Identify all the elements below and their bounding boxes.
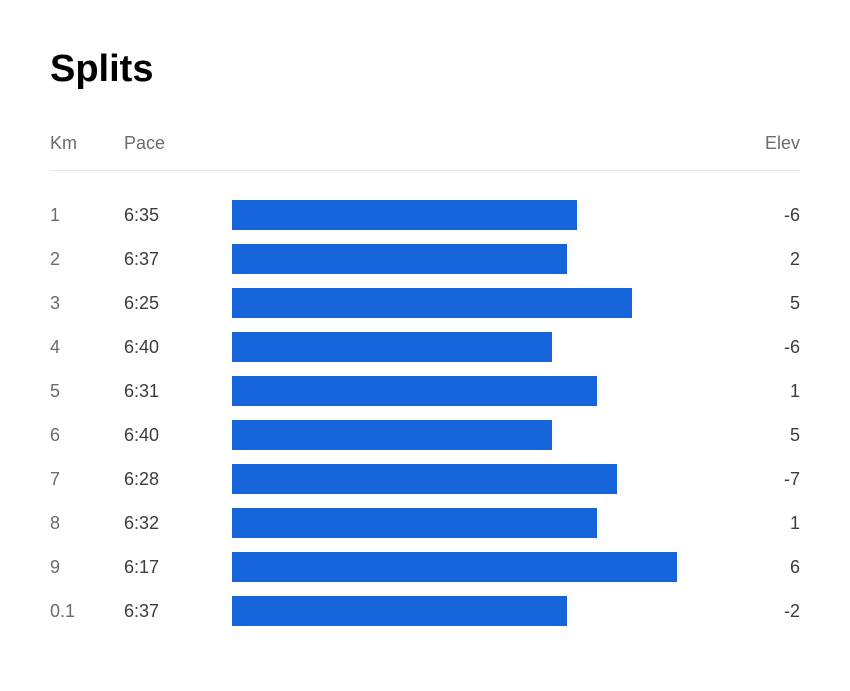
- pace-bar: [232, 508, 597, 538]
- header-elev: Elev: [740, 133, 800, 154]
- cell-pace: 6:35: [124, 205, 232, 226]
- cell-elev: -6: [740, 337, 800, 358]
- cell-pace: 6:37: [124, 601, 232, 622]
- pace-bar-track: [232, 464, 740, 494]
- cell-km: 4: [50, 337, 124, 358]
- table-row: 36:25 5: [50, 281, 800, 325]
- table-row: 26:372: [50, 237, 800, 281]
- pace-bar: [232, 596, 567, 626]
- table-row: 16:35 -6: [50, 193, 800, 237]
- pace-bar: [232, 464, 617, 494]
- pace-bar: [232, 200, 577, 230]
- cell-pace: 6:40: [124, 425, 232, 446]
- cell-elev: 5: [740, 293, 800, 314]
- cell-elev: -6: [740, 205, 800, 226]
- cell-bar: [232, 596, 740, 626]
- cell-km: 8: [50, 513, 124, 534]
- cell-bar: [232, 200, 740, 230]
- cell-elev: -7: [740, 469, 800, 490]
- cell-bar: [232, 332, 740, 362]
- table-row: 66:40 5: [50, 413, 800, 457]
- pace-bar: [232, 288, 632, 318]
- table-row: 76:28 -7: [50, 457, 800, 501]
- pace-bar: [232, 552, 677, 582]
- table-row: 56:31 1: [50, 369, 800, 413]
- splits-table-body: 16:35-626:37236:25546:40-656:31166:40576…: [50, 193, 800, 633]
- table-row: 0.16:37 -2: [50, 589, 800, 633]
- pace-bar-track: [232, 596, 740, 626]
- header-pace: Pace: [124, 133, 232, 154]
- table-header: Km Pace Elev: [50, 133, 800, 171]
- pace-bar-track: [232, 332, 740, 362]
- cell-bar: [232, 288, 740, 318]
- cell-elev: 5: [740, 425, 800, 446]
- cell-pace: 6:28: [124, 469, 232, 490]
- cell-bar: [232, 244, 740, 274]
- table-row: 46:40 -6: [50, 325, 800, 369]
- cell-elev: 2: [740, 249, 800, 270]
- cell-km: 2: [50, 249, 124, 270]
- pace-bar-track: [232, 288, 740, 318]
- cell-km: 7: [50, 469, 124, 490]
- table-row: 96:17 6: [50, 545, 800, 589]
- cell-elev: -2: [740, 601, 800, 622]
- cell-pace: 6:25: [124, 293, 232, 314]
- cell-km: 0.1: [50, 601, 124, 622]
- pace-bar-track: [232, 200, 740, 230]
- pace-bar: [232, 376, 597, 406]
- cell-km: 6: [50, 425, 124, 446]
- cell-pace: 6:31: [124, 381, 232, 402]
- pace-bar-track: [232, 552, 740, 582]
- pace-bar: [232, 332, 552, 362]
- cell-km: 3: [50, 293, 124, 314]
- cell-bar: [232, 508, 740, 538]
- cell-elev: 1: [740, 381, 800, 402]
- cell-bar: [232, 464, 740, 494]
- cell-km: 1: [50, 205, 124, 226]
- pace-bar: [232, 420, 552, 450]
- cell-km: 5: [50, 381, 124, 402]
- cell-km: 9: [50, 557, 124, 578]
- cell-bar: [232, 552, 740, 582]
- cell-pace: 6:40: [124, 337, 232, 358]
- cell-bar: [232, 376, 740, 406]
- pace-bar-track: [232, 420, 740, 450]
- pace-bar-track: [232, 376, 740, 406]
- pace-bar: [232, 244, 567, 274]
- cell-bar: [232, 420, 740, 450]
- cell-pace: 6:17: [124, 557, 232, 578]
- cell-pace: 6:37: [124, 249, 232, 270]
- page-title: Splits: [50, 48, 800, 91]
- cell-elev: 1: [740, 513, 800, 534]
- pace-bar-track: [232, 508, 740, 538]
- header-km: Km: [50, 133, 124, 154]
- pace-bar-track: [232, 244, 740, 274]
- cell-elev: 6: [740, 557, 800, 578]
- table-row: 86:32 1: [50, 501, 800, 545]
- cell-pace: 6:32: [124, 513, 232, 534]
